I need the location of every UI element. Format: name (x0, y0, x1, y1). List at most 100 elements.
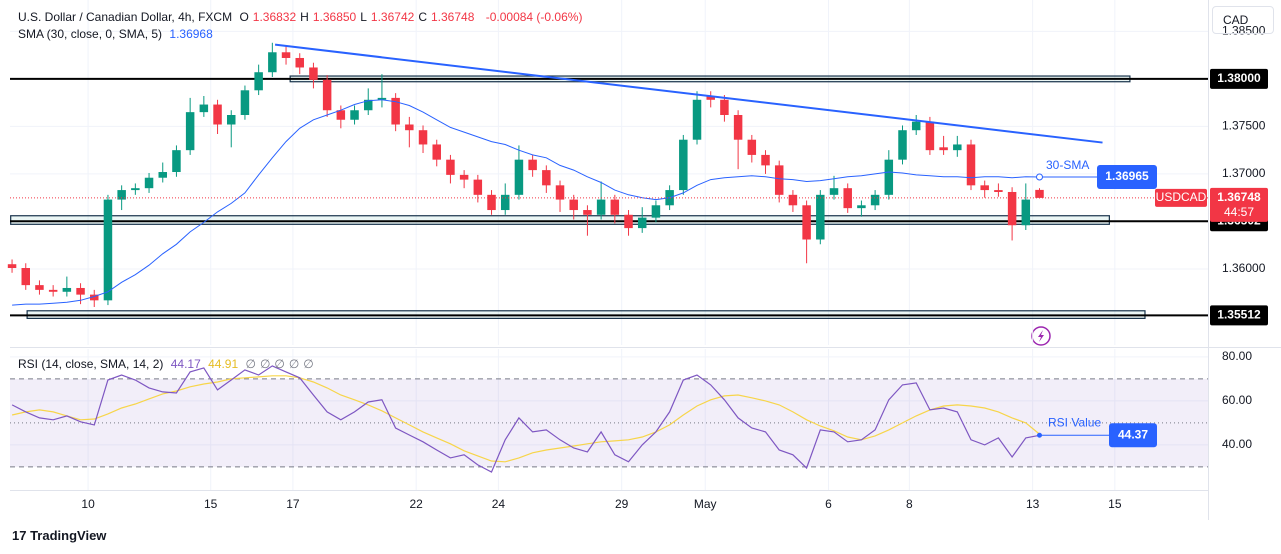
quote-key: H (300, 10, 309, 24)
y-tick-label: 1.38500 (1222, 24, 1266, 38)
change: -0.00084 (-0.06%) (485, 10, 583, 24)
last-price-box (1210, 187, 1268, 222)
brand-logo: 17 (12, 528, 31, 543)
quote-key: L (360, 10, 367, 24)
candle-body (62, 287, 72, 292)
rsi-band-fill (10, 378, 1208, 467)
candle-body (295, 57, 304, 68)
brand-name: TradingView (30, 528, 107, 543)
candle-body (144, 177, 154, 189)
candle-body (555, 185, 565, 200)
quote-value: 1.36832 (252, 10, 297, 24)
candle-body (487, 194, 496, 211)
x-tick-label: 15 (204, 497, 218, 511)
currency-button[interactable]: CAD (1212, 6, 1274, 34)
header-line: U.S. Dollar / Canadian Dollar, 4h, FXCM … (18, 10, 586, 24)
candle-body (637, 217, 647, 229)
sma-legend: SMA (30, close, 0, SMA, 5) 1.36968 (18, 27, 217, 41)
candle-body (624, 214, 633, 229)
rsi-label-box (1109, 423, 1157, 448)
x-tick-label: 17 (286, 497, 300, 511)
candle-body (980, 185, 989, 191)
y-tick-label: 60.00 (1222, 393, 1252, 407)
candle-body (131, 188, 140, 191)
candle-body (473, 179, 483, 195)
candle-body (240, 90, 250, 115)
brand: 17 TradingView (12, 528, 106, 543)
candle-body (898, 130, 907, 160)
rsi-label: 44.37 (1118, 427, 1148, 441)
candle-body (583, 210, 592, 215)
rsi-extra: ∅ (288, 357, 300, 371)
y-tick-label: 80.00 (1222, 349, 1252, 363)
rsi-sma-value: 44.91 (208, 357, 239, 371)
candle-body (405, 124, 414, 131)
candle-body (733, 115, 743, 140)
sma-name: SMA (30, close, 0, SMA, 5) (18, 27, 163, 41)
candle-body (829, 188, 839, 195)
y-tick-label: 1.37000 (1222, 166, 1266, 180)
candle-body (76, 287, 85, 295)
candle-body (788, 194, 798, 206)
quote-key: O (239, 10, 249, 24)
candle-body (870, 194, 880, 206)
candle-body (254, 72, 263, 91)
sma-annotation: 30-SMA (1046, 158, 1089, 172)
rsi-name: RSI (14, close, SMA, 14, 2) (18, 357, 164, 371)
candle-body (651, 205, 661, 218)
x-tick-label: 10 (81, 497, 95, 511)
candle-body (35, 285, 44, 290)
candle-body (925, 121, 935, 151)
candle-body (542, 170, 551, 186)
x-tick-label: 13 (1026, 497, 1040, 511)
rsi-value: 44.17 (170, 357, 201, 371)
trendline (274, 43, 1103, 144)
candle-body (1035, 189, 1044, 198)
sma-end-point (1035, 173, 1043, 181)
candle-body (596, 199, 606, 215)
rsi-line (11, 365, 1040, 473)
quote: O 1.36832 H 1.36850 L 1.36742 C 1.36748 (239, 10, 478, 24)
rsi-annotation: RSI Value (1048, 415, 1101, 429)
candle-body (802, 205, 811, 240)
candle-body (679, 139, 688, 191)
candle-body (418, 130, 428, 145)
candle-body (747, 139, 757, 155)
candle-body (322, 79, 332, 111)
x-tick-label: 24 (492, 497, 506, 511)
candle-body (692, 99, 702, 140)
symbol-title: U.S. Dollar / Canadian Dollar, 4h, FXCM (18, 10, 233, 24)
candle-body (48, 289, 58, 292)
candle-body (268, 52, 277, 73)
level-label: 1.35512 (1217, 308, 1261, 322)
symbol-box (1155, 188, 1207, 207)
candle-body (226, 115, 236, 125)
candle-body (569, 199, 578, 211)
candle-body (7, 264, 17, 269)
candle-body (213, 104, 222, 125)
rsi-extra: ∅ (245, 357, 256, 371)
quote-value: 1.36850 (312, 10, 357, 24)
sma-label: 1.36965 (1105, 169, 1149, 183)
candle-body (514, 159, 524, 195)
candle-body (774, 165, 784, 195)
candle-body (966, 144, 976, 186)
candle-body (185, 112, 195, 151)
candle-body (528, 159, 537, 171)
candle-body (432, 144, 441, 160)
candle-body (336, 110, 346, 120)
rsi-legend: RSI (14, close, SMA, 14, 2) 44.17 44.91 … (18, 357, 322, 371)
candle-body (199, 104, 209, 113)
candle-body (720, 99, 729, 115)
level-label: 1.38000 (1217, 71, 1261, 85)
y-tick-label: 1.37500 (1222, 119, 1266, 133)
symbol-label: USDCAD (1156, 190, 1207, 204)
candle-body (610, 199, 620, 215)
sma-label-box (1097, 164, 1157, 189)
alert-icon[interactable] (1031, 326, 1051, 346)
rsi-sma-line (11, 375, 1040, 463)
rsi-extra: ∅ (303, 357, 314, 371)
last-price-label: 1.36748 (1217, 190, 1261, 204)
